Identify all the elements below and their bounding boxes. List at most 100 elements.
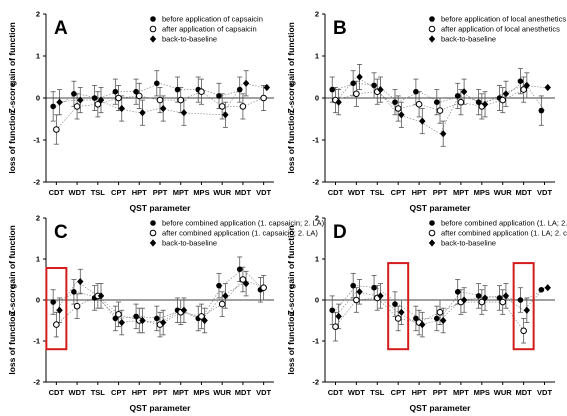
y-tick-label: 2 — [315, 10, 319, 19]
legend-entry: after application of local anesthetics — [441, 25, 560, 34]
x-tick-label-tsl: TSL — [91, 188, 106, 197]
data-point — [523, 81, 531, 89]
data-point — [236, 86, 243, 93]
data-point — [222, 111, 229, 119]
data-point — [260, 94, 267, 102]
legend-entry: back-to-baseline — [162, 239, 217, 248]
data-point — [154, 315, 160, 322]
legend-marker — [428, 25, 436, 33]
data-point — [53, 126, 60, 133]
y-axis-title: Z-score — [7, 82, 17, 113]
x-tick-label-cdt: CDT — [49, 188, 65, 197]
y-axis-title: Z-score — [7, 284, 17, 315]
loss-of-function-label: loss of function — [286, 311, 296, 374]
data-point — [329, 86, 336, 93]
legend-entry: before combined application (1. capsaici… — [162, 219, 325, 228]
data-point — [544, 284, 551, 292]
data-point — [174, 86, 181, 93]
data-point — [392, 99, 398, 105]
x-tick-label-wur: WUR — [213, 188, 231, 197]
y-tick-label: -1 — [312, 136, 319, 145]
data-point — [73, 103, 81, 110]
data-point — [460, 88, 468, 96]
series-connector — [56, 281, 244, 323]
data-point — [398, 308, 405, 316]
data-point — [56, 98, 63, 106]
x-tick-label-cdt: CDT — [49, 388, 65, 397]
x-tick-label-tsl: TSL — [370, 388, 385, 397]
data-point — [544, 83, 551, 92]
y-tick-label: 0 — [36, 296, 40, 305]
legend-marker — [429, 16, 435, 22]
data-point — [454, 93, 461, 99]
data-point — [242, 280, 250, 288]
x-tick-label-mps: MPS — [193, 388, 209, 397]
data-point — [77, 277, 84, 286]
x-tick-label-wur: WUR — [494, 188, 512, 197]
x-tick-label-mdt: MDT — [516, 388, 533, 397]
legend-entry: before application of capsaicin — [162, 15, 263, 24]
legend-marker — [149, 25, 157, 33]
legend-entry: before application of local anesthetics — [441, 15, 566, 24]
series-connector — [56, 82, 264, 116]
x-tick-label-hpt: HPT — [132, 388, 147, 397]
x-tick-label-vdt: VDT — [537, 188, 552, 197]
data-point — [371, 284, 377, 291]
data-point — [434, 99, 440, 105]
x-tick-label-mpt: MPT — [173, 388, 189, 397]
data-point — [415, 101, 423, 108]
data-point — [242, 79, 250, 87]
data-point — [97, 96, 105, 104]
panel-c: -2 -1 0 1 2 CDT WDT TSL CPT HPT PPT MPT MPS WUR MDT VDT… — [7, 214, 325, 413]
series-connector — [335, 297, 524, 331]
data-point — [353, 296, 360, 304]
y-tick-label: -1 — [33, 337, 40, 346]
x-tick-label-mps: MPS — [193, 188, 209, 197]
data-point — [413, 88, 419, 95]
y-axis-title: Z-score — [286, 82, 296, 113]
data-point — [436, 309, 444, 316]
data-point — [434, 315, 440, 322]
data-point — [457, 98, 465, 106]
data-point — [335, 312, 342, 320]
x-tick-label-hpt: HPT — [132, 188, 147, 197]
series-connector — [56, 82, 243, 107]
y-tick-label: -1 — [312, 337, 319, 346]
y-tick-label: -2 — [312, 378, 319, 387]
legend-marker — [149, 35, 157, 43]
data-point — [481, 100, 489, 108]
y-tick-label: -1 — [33, 136, 40, 145]
data-point — [377, 292, 384, 300]
series-connector — [335, 89, 524, 111]
series-connector — [335, 287, 545, 325]
x-tick-label-cpt: CPT — [391, 188, 406, 197]
data-point — [499, 298, 507, 306]
x-tick-label-cpt: CPT — [391, 388, 406, 397]
gain-of-function-label: gain of function — [286, 225, 296, 289]
data-point — [502, 292, 510, 300]
data-point — [499, 96, 507, 104]
y-tick-label: 2 — [315, 214, 319, 223]
data-point — [236, 266, 243, 273]
data-point — [475, 293, 482, 299]
data-point — [350, 282, 356, 289]
gain-of-function-label: gain of function — [7, 225, 17, 289]
gain-of-function-label: gain of function — [7, 22, 17, 86]
legend-entry: back-to-baseline — [441, 35, 496, 44]
data-point — [133, 88, 139, 95]
legend-marker — [150, 220, 156, 226]
data-point — [520, 86, 527, 93]
data-point — [218, 300, 226, 308]
x-tick-label-ppt: PPT — [433, 388, 448, 397]
data-point — [523, 306, 531, 314]
x-tick-label-mdt: MDT — [235, 388, 252, 397]
data-point — [239, 276, 247, 283]
y-tick-label: -2 — [33, 178, 40, 187]
legend-marker — [149, 229, 157, 237]
y-tick-label: 1 — [36, 255, 40, 264]
legend-entry: after combined application (1. LA; 2. ca… — [441, 229, 567, 238]
x-tick-label-mpt: MPT — [453, 188, 469, 197]
x-tick-label-vdt: VDT — [537, 388, 552, 397]
x-tick-label-vdt: VDT — [256, 188, 271, 197]
